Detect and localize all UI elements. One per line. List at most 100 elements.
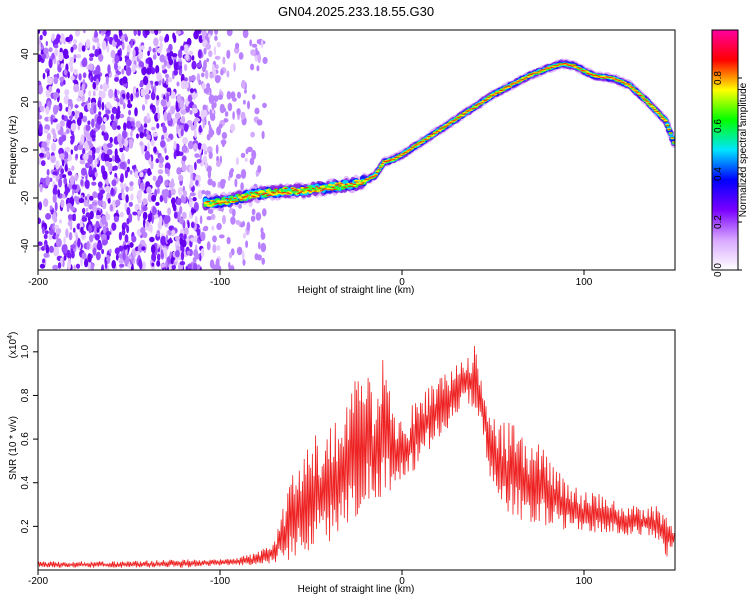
noise-dot xyxy=(147,50,151,56)
noise-dot xyxy=(46,169,50,176)
noise-dot xyxy=(100,30,107,34)
ridge-mark xyxy=(333,188,337,190)
ridge-mark xyxy=(375,172,380,173)
noise-dot xyxy=(179,99,184,109)
spectrogram-y-tick-label: 40 xyxy=(20,48,31,60)
noise-dot xyxy=(173,140,177,150)
noise-dot xyxy=(140,61,145,69)
noise-dot xyxy=(54,224,59,230)
noise-dot xyxy=(69,64,74,73)
ridge-mark xyxy=(564,63,568,64)
noise-dot xyxy=(125,59,132,67)
noise-dot xyxy=(152,54,157,60)
noise-dot xyxy=(146,186,152,194)
noise-dot xyxy=(160,249,164,259)
ridge-mark xyxy=(319,190,324,192)
noise-dot xyxy=(134,203,140,212)
noise-dot xyxy=(247,100,250,110)
colorbar xyxy=(711,29,739,271)
ridge-mark xyxy=(257,194,262,196)
noise-dot xyxy=(156,72,162,81)
noise-dot xyxy=(226,49,231,59)
noise-dot xyxy=(198,142,202,150)
ridge-mark xyxy=(208,204,213,207)
noise-dot xyxy=(101,233,107,242)
ridge-mark xyxy=(614,79,619,80)
noise-dot xyxy=(101,248,105,255)
ridge-mark xyxy=(308,191,313,194)
noise-dot xyxy=(126,92,130,100)
noise-dot xyxy=(243,232,246,239)
ridge-mark xyxy=(472,107,476,109)
noise-dot xyxy=(101,239,108,246)
ridge-mark xyxy=(249,192,254,194)
ridge-mark xyxy=(649,104,653,106)
noise-dot xyxy=(154,30,159,36)
ridge-mark xyxy=(336,183,340,185)
noise-dot xyxy=(84,196,88,201)
noise-dot xyxy=(156,95,160,101)
noise-dot xyxy=(254,107,260,115)
snr-y-label: SNR (10 * v/v) xyxy=(8,416,19,480)
ridge-mark xyxy=(464,112,468,114)
ridge-mark xyxy=(660,116,665,118)
ridge-mark xyxy=(369,177,373,179)
noise-dot xyxy=(107,109,111,115)
noise-dot xyxy=(130,93,134,102)
noise-dot xyxy=(210,113,216,121)
noise-dot xyxy=(140,227,146,234)
noise-dot xyxy=(212,264,218,270)
noise-dot xyxy=(124,36,128,42)
ridge-mark xyxy=(410,147,414,149)
noise-dot xyxy=(260,231,266,240)
noise-dot xyxy=(38,241,43,246)
noise-dot xyxy=(52,194,57,204)
noise-dot xyxy=(137,30,141,37)
ridge-mark xyxy=(308,190,313,192)
noise-dot xyxy=(146,221,150,227)
noise-dot xyxy=(81,83,85,92)
noise-dot xyxy=(121,192,126,201)
ridge-mark xyxy=(501,88,506,90)
noise-dot xyxy=(97,192,104,201)
noise-dot xyxy=(48,58,53,69)
ridge-mark xyxy=(342,186,347,188)
ridge-mark xyxy=(352,183,357,185)
colorbar-tick-label: 0.8 xyxy=(713,71,724,85)
noise-dot xyxy=(93,247,97,256)
noise-dot xyxy=(118,231,122,241)
noise-dot xyxy=(177,49,183,59)
noise-dot xyxy=(126,207,131,216)
ridge-mark xyxy=(219,200,224,203)
noise-dot xyxy=(65,106,69,112)
noise-dot xyxy=(115,199,121,207)
noise-dot xyxy=(70,149,74,155)
noise-dot xyxy=(105,160,110,167)
noise-dot xyxy=(202,65,206,73)
ridge-mark xyxy=(223,201,227,203)
noise-dot xyxy=(216,245,221,251)
noise-dot xyxy=(185,51,189,61)
noise-dot xyxy=(93,37,100,43)
noise-dot xyxy=(123,244,128,250)
noise-dot xyxy=(227,102,233,112)
noise-dot xyxy=(104,260,108,270)
noise-dot xyxy=(132,211,138,216)
noise-dot xyxy=(170,91,176,99)
ridge-mark xyxy=(462,113,467,115)
noise-dot xyxy=(81,216,88,222)
noise-dot xyxy=(128,201,133,207)
noise-dot xyxy=(236,246,243,256)
ridge-mark xyxy=(459,116,463,117)
noise-dot xyxy=(194,153,200,159)
noise-dot xyxy=(45,244,50,255)
noise-dot xyxy=(198,50,202,58)
noise-dot xyxy=(67,171,73,176)
ridge-mark xyxy=(655,111,660,113)
noise-dot xyxy=(38,54,42,62)
ridge-mark xyxy=(662,118,666,120)
noise-dot xyxy=(201,82,206,91)
noise-dot xyxy=(75,196,81,205)
noise-dot xyxy=(92,137,96,142)
noise-dot xyxy=(183,190,187,198)
